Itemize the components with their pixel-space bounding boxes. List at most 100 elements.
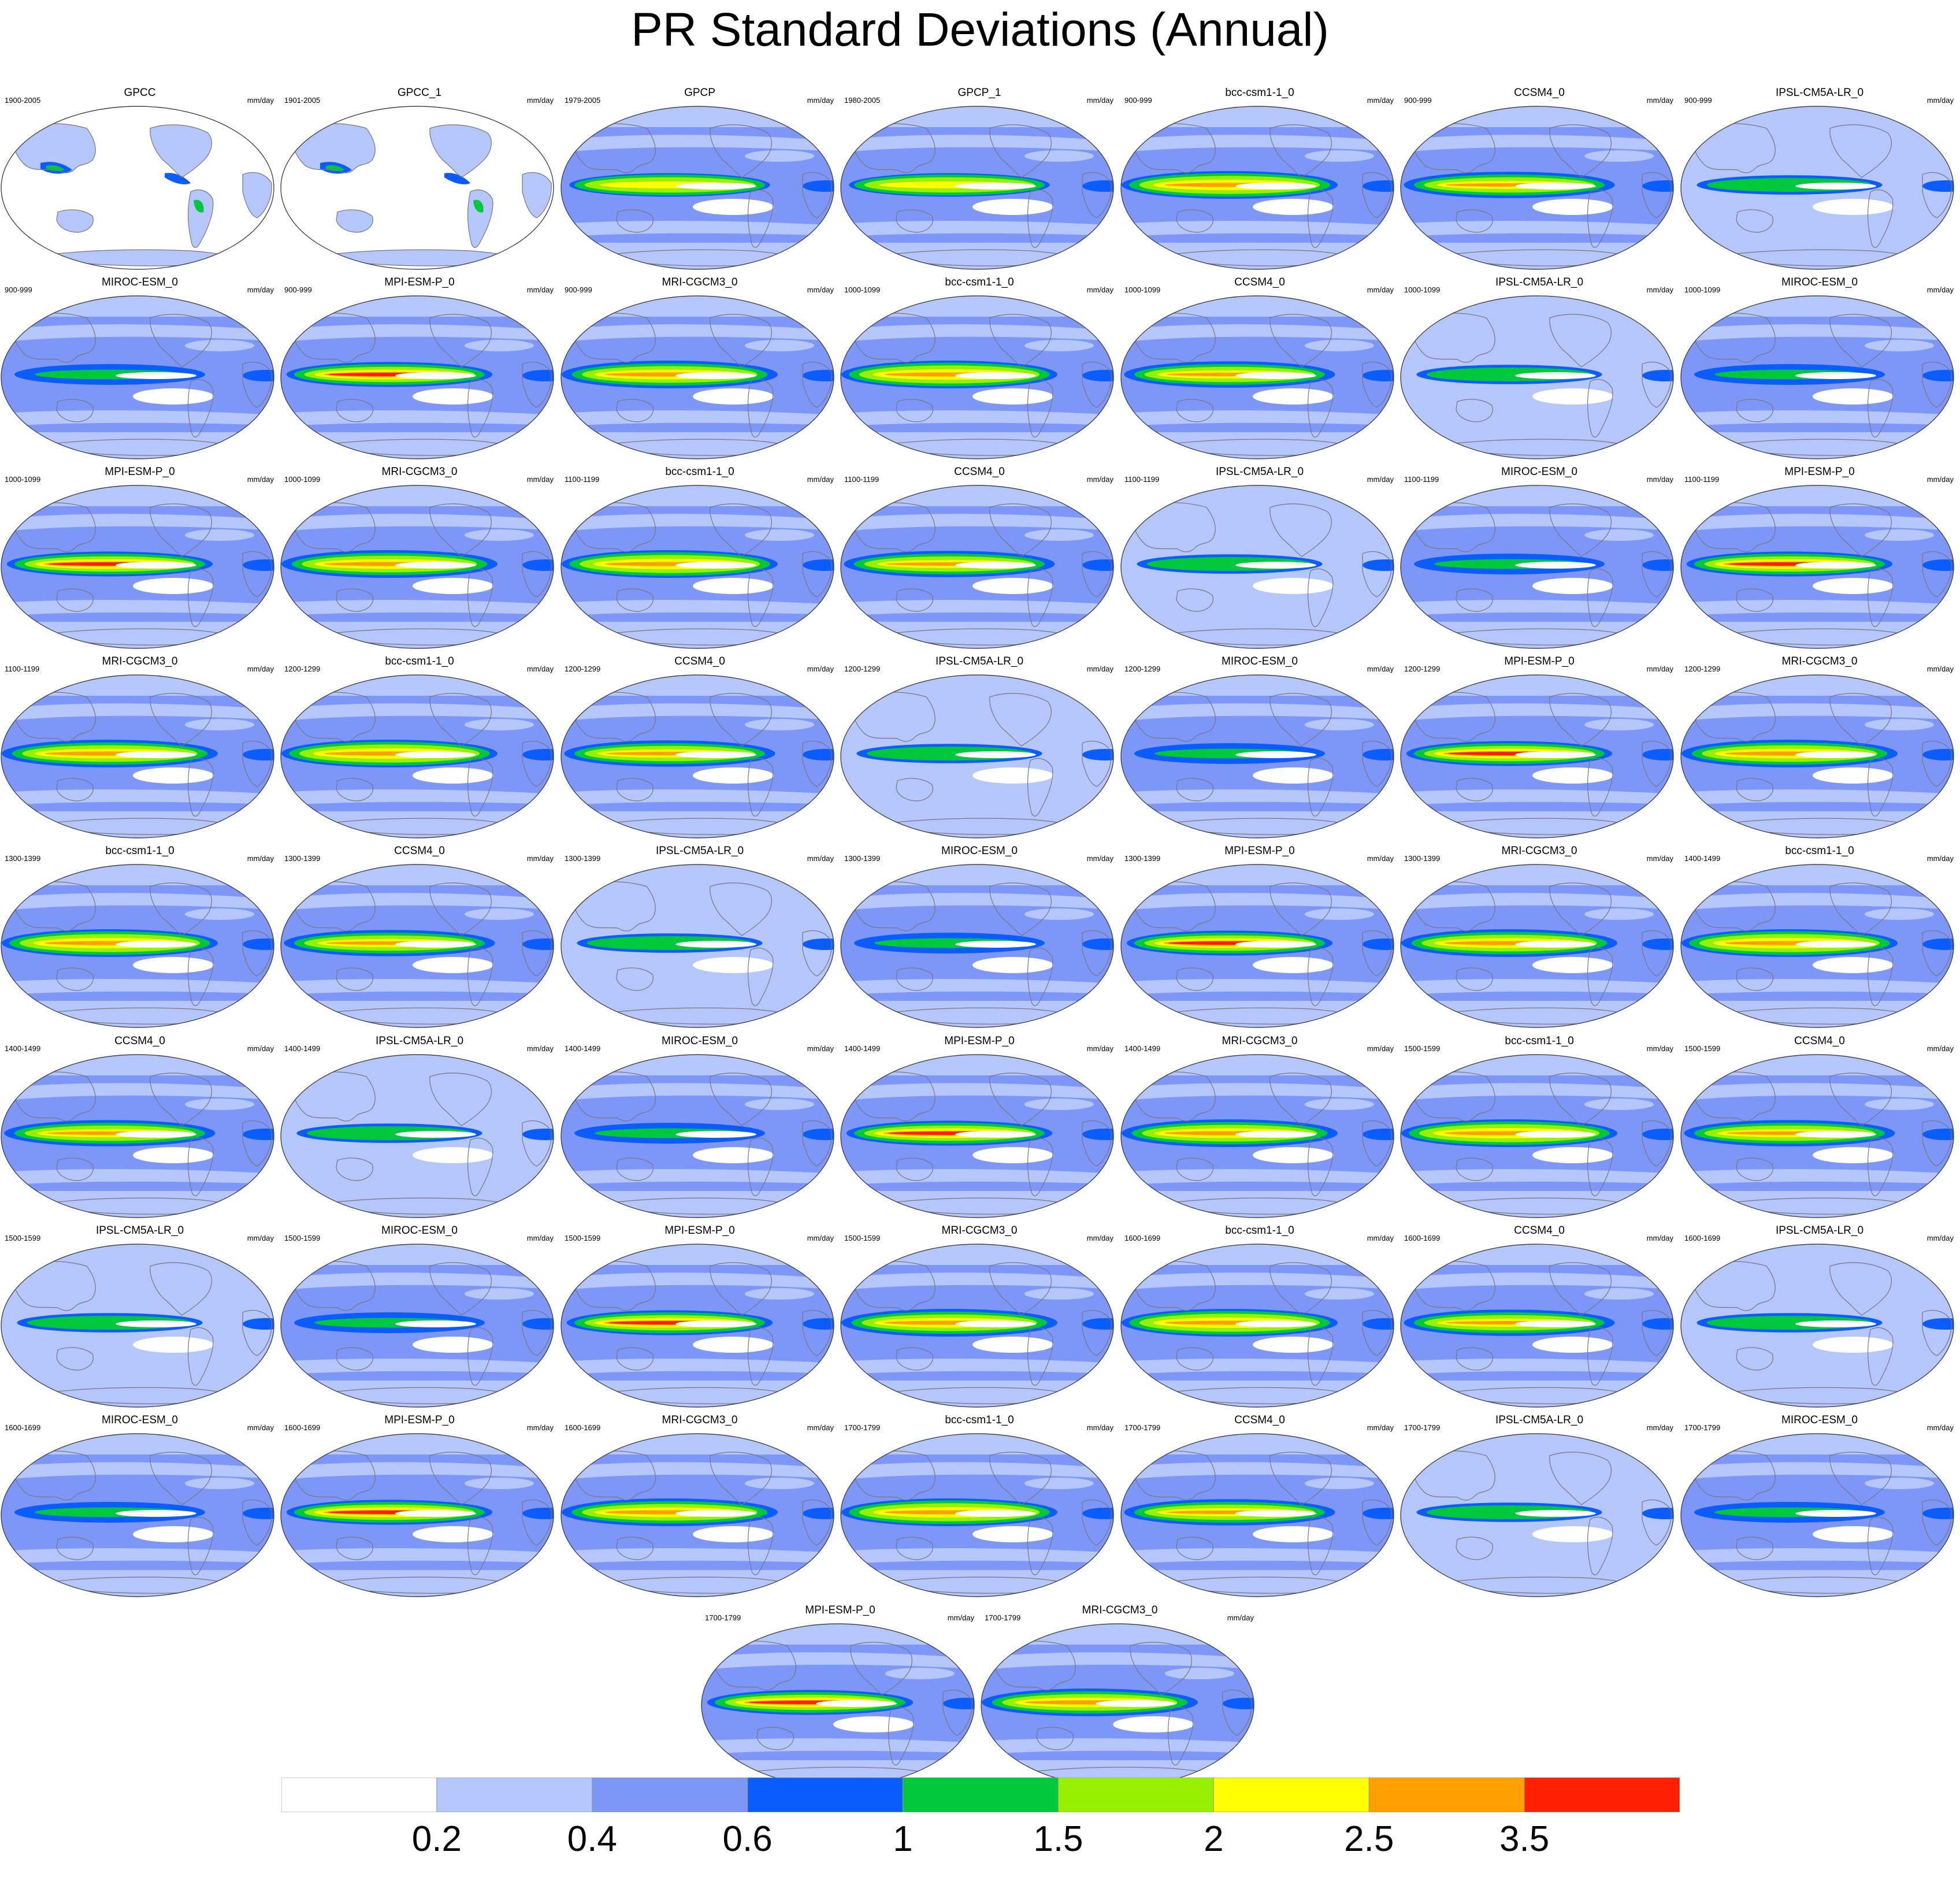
precip-map [1,106,274,270]
high-latitude-band [1401,1244,1673,1265]
land-precip-region [57,209,94,232]
atlantic-itcz [1922,559,1954,571]
dry-zone [1253,957,1334,973]
coastline [888,1706,914,1765]
high-latitude-band [1121,1434,1394,1454]
colorbar-tick-label: 2.5 [1344,1819,1394,1859]
high-latitude-band [1681,864,1954,885]
precip-map [840,295,1114,459]
coastline [56,778,94,802]
dry-zone [1584,1099,1654,1110]
dry-zone [1024,340,1094,351]
coastline [802,1309,832,1356]
coastline [571,1071,656,1122]
coastline [187,1137,214,1196]
precip-map [701,1623,975,1787]
high-latitude-band [281,622,554,648]
map-border [560,864,834,1028]
panel-units: mm/day [247,96,274,105]
map-border [1680,295,1954,459]
high-latitude-band [561,432,834,459]
high-latitude-band [841,485,1113,506]
panel-period: 1200-1299 [1404,665,1441,673]
coastline [802,361,832,408]
coastline [1027,758,1053,817]
storm-track-band [561,221,834,237]
coastline [747,1327,774,1386]
precip-map [1680,674,1954,838]
coastline [1269,503,1332,557]
storm-track-band [281,600,554,616]
cold-tongue [116,1131,196,1138]
high-latitude-band [1401,1001,1673,1027]
precip-core [194,199,204,213]
coastline [1167,1706,1194,1765]
map-border [1120,106,1394,270]
storm-track-band [1681,1083,1954,1101]
dry-zone [972,1526,1053,1542]
cold-tongue [1235,372,1316,379]
storm-track-band [561,514,834,532]
high-latitude-band [1401,811,1673,838]
storm-track-band [1401,789,1673,806]
coastline [851,692,936,742]
panel-period: 1200-1299 [284,665,321,673]
high-latitude-band [1681,1434,1954,1454]
coastline [1082,172,1112,218]
coastline [1307,568,1334,627]
precip-map [280,485,554,649]
atlantic-itcz [243,1318,274,1330]
panel-period: 1300-1399 [1404,854,1441,863]
dry-zone [1813,578,1894,594]
coastline [571,692,656,742]
high-latitude-band [1,1434,274,1454]
atlantic-itcz [1922,749,1954,760]
dry-zone [745,150,814,162]
storm-track-band [1,1359,274,1375]
coastline [1587,189,1613,248]
coastline [747,1137,774,1196]
precip-map [1120,1054,1394,1218]
atlantic-itcz [803,180,834,192]
coastline [802,1499,832,1546]
map-border [560,1054,834,1218]
coastline [1456,778,1493,802]
storm-track-band [1681,1272,1954,1290]
coastline [242,1499,272,1546]
coastline [571,881,656,932]
dry-zone [413,1147,493,1163]
coastline [150,314,212,368]
precip-map [560,864,834,1028]
atlantic-itcz [1642,1129,1673,1140]
coastline [710,882,772,936]
map-panel: IPSL-CM5A-LR_0 1600-1699 mm/day [1680,1221,1959,1409]
map-border [560,485,834,649]
atlantic-itcz [1363,938,1394,950]
panel-title: MIROC-ESM_0 [102,276,178,288]
coastline [989,1452,1052,1505]
storm-track-band [1681,135,1954,153]
map-border [1680,485,1954,649]
coastline [1549,124,1612,178]
coastline [1130,1642,1192,1695]
colorbar-swatch [1524,1778,1680,1812]
map-panel: GPCC 1900-2005 mm/day [0,83,280,272]
storm-track-band [281,893,554,911]
high-latitude-band [281,1055,554,1075]
panel-period: 1400-1499 [1684,854,1721,863]
coastline [56,1537,94,1560]
high-latitude-band [561,296,834,317]
atlantic-itcz [1363,1129,1394,1140]
dry-zone [972,1147,1053,1163]
coastline [1922,1309,1952,1356]
panel-title: MIROC-ESM_0 [1501,466,1577,478]
coastline [1131,1261,1216,1311]
high-latitude-band [1121,1570,1394,1597]
panel-title: CCSM4_0 [1514,1224,1565,1237]
coastline [1587,379,1613,437]
map-panel: MPI-ESM-P_0 1400-1499 mm/day [840,1031,1119,1220]
coastline [1829,124,1892,178]
coastline [1867,758,1894,817]
coastline [336,1347,373,1371]
dry-zone [1305,1288,1374,1300]
